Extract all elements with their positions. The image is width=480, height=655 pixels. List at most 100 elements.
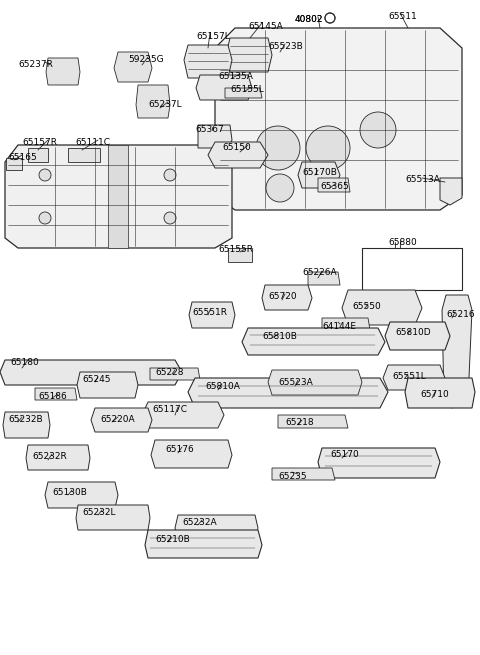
Text: 65232L: 65232L <box>82 508 116 517</box>
Polygon shape <box>6 158 22 170</box>
Text: 65210B: 65210B <box>155 535 190 544</box>
Polygon shape <box>226 38 272 72</box>
Text: 65170B: 65170B <box>302 168 337 177</box>
Polygon shape <box>46 58 80 85</box>
Polygon shape <box>383 365 445 390</box>
Text: 59235G: 59235G <box>128 55 164 64</box>
Polygon shape <box>196 75 252 100</box>
Text: 65810D: 65810D <box>395 328 431 337</box>
Text: 65180: 65180 <box>10 358 39 367</box>
Circle shape <box>164 169 176 181</box>
Text: 65228: 65228 <box>155 368 183 377</box>
Text: 40802: 40802 <box>295 15 324 24</box>
Text: 65130B: 65130B <box>52 488 87 497</box>
Text: 65245: 65245 <box>82 375 110 384</box>
Circle shape <box>266 174 294 202</box>
Text: 65810B: 65810B <box>262 332 297 341</box>
Polygon shape <box>442 295 472 408</box>
Polygon shape <box>188 378 388 408</box>
Polygon shape <box>272 468 335 480</box>
Circle shape <box>306 126 350 170</box>
Circle shape <box>256 126 300 170</box>
Polygon shape <box>440 178 462 205</box>
Polygon shape <box>35 388 77 400</box>
Polygon shape <box>114 52 152 82</box>
Polygon shape <box>142 402 224 428</box>
Text: 65367: 65367 <box>195 125 224 134</box>
Polygon shape <box>278 415 348 428</box>
Polygon shape <box>91 408 152 432</box>
Text: 65237R: 65237R <box>18 60 53 69</box>
Circle shape <box>39 169 51 181</box>
Text: 65111C: 65111C <box>75 138 110 147</box>
Text: 65232B: 65232B <box>8 415 43 424</box>
Polygon shape <box>318 448 440 478</box>
Circle shape <box>360 112 396 148</box>
Polygon shape <box>208 142 268 168</box>
Bar <box>362 248 462 290</box>
Circle shape <box>39 212 51 224</box>
Polygon shape <box>68 148 100 162</box>
Polygon shape <box>108 145 128 248</box>
Text: 65145A: 65145A <box>248 22 283 31</box>
Text: 65513A: 65513A <box>405 175 440 184</box>
Polygon shape <box>385 322 450 350</box>
Polygon shape <box>26 445 90 470</box>
Text: 65550: 65550 <box>352 302 381 311</box>
Text: 65216: 65216 <box>446 310 475 319</box>
Polygon shape <box>322 318 370 330</box>
Polygon shape <box>151 440 232 468</box>
Polygon shape <box>268 370 362 395</box>
Text: 40802: 40802 <box>295 15 324 24</box>
Polygon shape <box>405 378 475 408</box>
Polygon shape <box>175 515 258 540</box>
Text: 65117C: 65117C <box>152 405 187 414</box>
Polygon shape <box>3 412 50 438</box>
Text: 65186: 65186 <box>38 392 67 401</box>
Polygon shape <box>0 360 182 385</box>
Text: 65155R: 65155R <box>218 245 253 254</box>
Text: 65232A: 65232A <box>182 518 216 527</box>
Text: 65176: 65176 <box>165 445 194 454</box>
Text: 65810A: 65810A <box>205 382 240 391</box>
Polygon shape <box>342 290 422 325</box>
Text: 65226A: 65226A <box>302 268 336 277</box>
Text: 65710: 65710 <box>420 390 449 399</box>
Text: 65720: 65720 <box>268 292 297 301</box>
Polygon shape <box>145 530 262 558</box>
Polygon shape <box>228 248 252 262</box>
Text: 65523A: 65523A <box>278 378 313 387</box>
Text: 65157R: 65157R <box>22 138 57 147</box>
Polygon shape <box>77 372 138 398</box>
Text: 65155L: 65155L <box>230 85 264 94</box>
Text: 65170: 65170 <box>330 450 359 459</box>
Polygon shape <box>198 125 232 148</box>
Polygon shape <box>184 45 232 78</box>
Text: 65165: 65165 <box>8 153 37 162</box>
Text: 65523B: 65523B <box>268 42 303 51</box>
Text: 65237L: 65237L <box>148 100 181 109</box>
Text: 64144E: 64144E <box>322 322 356 331</box>
Polygon shape <box>150 368 200 380</box>
Polygon shape <box>298 162 340 188</box>
Polygon shape <box>28 148 48 162</box>
Text: 65551L: 65551L <box>392 372 426 381</box>
Polygon shape <box>5 145 232 248</box>
Polygon shape <box>45 482 118 508</box>
Text: 65218: 65218 <box>285 418 313 427</box>
Polygon shape <box>308 272 340 285</box>
Polygon shape <box>189 302 235 328</box>
Text: 65220A: 65220A <box>100 415 134 424</box>
Text: 65551R: 65551R <box>192 308 227 317</box>
Polygon shape <box>242 328 385 355</box>
Text: 65135A: 65135A <box>218 72 253 81</box>
Polygon shape <box>318 178 350 192</box>
Polygon shape <box>225 88 262 98</box>
Polygon shape <box>215 28 462 210</box>
Text: 65880: 65880 <box>388 238 417 247</box>
Circle shape <box>164 212 176 224</box>
Text: 65235: 65235 <box>278 472 307 481</box>
Text: 65365: 65365 <box>320 182 349 191</box>
Text: 65157L: 65157L <box>196 32 230 41</box>
Text: 65232R: 65232R <box>32 452 67 461</box>
